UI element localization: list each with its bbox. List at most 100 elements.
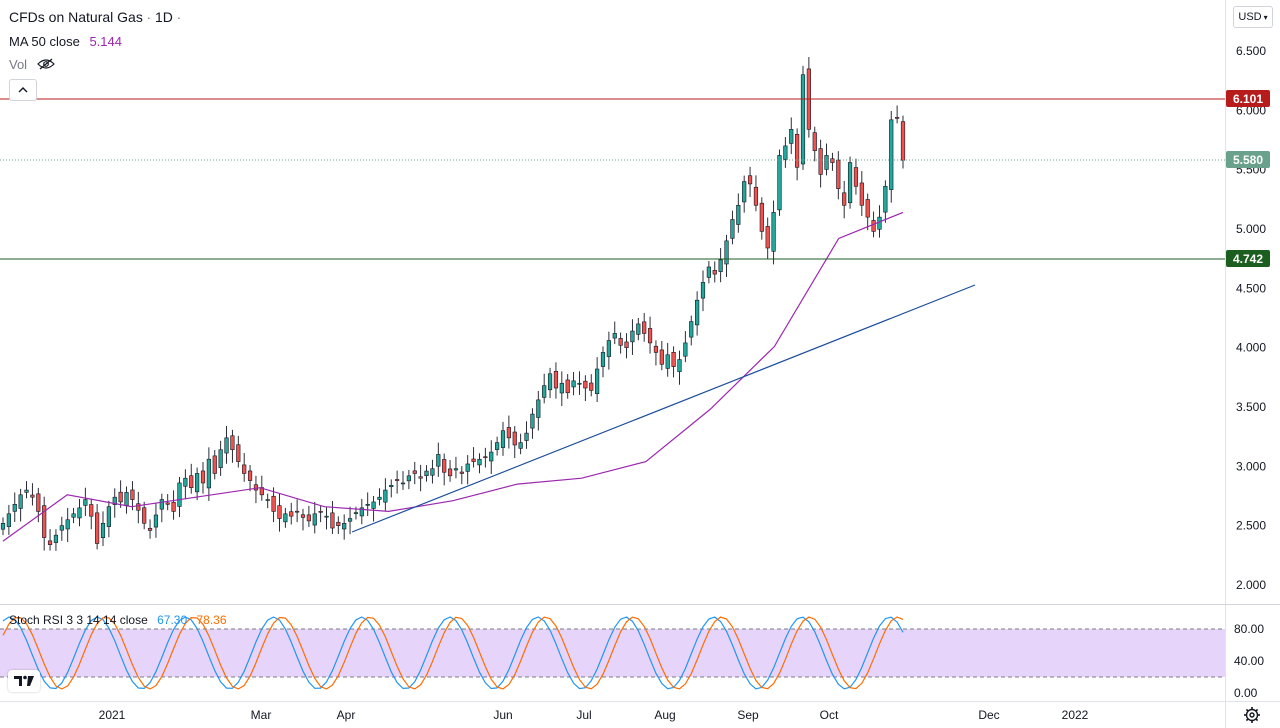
candle-up bbox=[153, 514, 159, 528]
currency-label: USD bbox=[1238, 11, 1262, 23]
vol-label: Vol bbox=[9, 57, 28, 72]
candle-up bbox=[6, 513, 11, 527]
candle-up bbox=[265, 499, 270, 501]
candle-down bbox=[583, 380, 588, 389]
candle-up bbox=[465, 463, 470, 472]
last-tag-text: 5.580 bbox=[1233, 153, 1263, 167]
candle-up bbox=[700, 282, 706, 299]
candle-up bbox=[365, 504, 370, 506]
candle-up bbox=[571, 380, 576, 388]
candle-up bbox=[477, 458, 482, 466]
stoch-axis[interactable]: 0.00 40.00 80.00 bbox=[1234, 622, 1264, 700]
candle-up bbox=[771, 212, 776, 252]
candle-down bbox=[712, 269, 717, 275]
interval-label: 1D bbox=[155, 9, 173, 25]
candle-down bbox=[36, 493, 41, 512]
symbol-title: CFDs on Natural Gas bbox=[9, 9, 143, 25]
candle-down bbox=[30, 494, 35, 498]
candle-up bbox=[453, 468, 459, 471]
candle-down bbox=[200, 470, 206, 484]
candle-up bbox=[824, 155, 829, 170]
candle-up bbox=[683, 342, 688, 357]
time-tick-label: Sep bbox=[737, 708, 759, 722]
candle-down bbox=[271, 495, 276, 512]
candle-up bbox=[59, 525, 64, 531]
time-axis[interactable]: 2021 Mar Apr Jun Jul Aug Sep Oct Dec 2022 bbox=[99, 708, 1089, 722]
candle-down bbox=[483, 456, 488, 459]
time-tick-label: Aug bbox=[654, 708, 675, 722]
candle-up bbox=[695, 299, 700, 326]
stoch-label: Stoch RSI 3 3 14 14 close bbox=[9, 613, 148, 627]
time-tick-label: Dec bbox=[978, 708, 999, 722]
candle-down bbox=[865, 199, 870, 218]
candle-down bbox=[647, 328, 653, 344]
symbol-legend[interactable]: CFDs on Natural Gas · 1D · bbox=[9, 9, 181, 25]
candle-down bbox=[147, 527, 153, 531]
candle-up bbox=[347, 518, 353, 522]
candle-up bbox=[883, 185, 888, 213]
candle-down bbox=[42, 505, 47, 538]
candle-down bbox=[418, 476, 423, 479]
candle-up bbox=[889, 119, 894, 190]
stoch-d-value: 78.36 bbox=[196, 613, 227, 627]
candle-down bbox=[242, 464, 247, 474]
ma-legend[interactable]: MA 50 close 5.144 bbox=[9, 34, 122, 49]
candle-up bbox=[424, 470, 429, 477]
candle-down bbox=[900, 121, 906, 161]
candle-up bbox=[18, 494, 23, 509]
stoch-legend[interactable]: Stoch RSI 3 3 14 14 close 67.30 78.36 bbox=[9, 613, 227, 627]
candle-down bbox=[812, 132, 817, 151]
candle-up bbox=[353, 512, 359, 514]
trendline[interactable] bbox=[351, 284, 976, 533]
candle-up bbox=[206, 458, 211, 489]
candle-down bbox=[212, 455, 217, 474]
candle-up bbox=[83, 499, 88, 506]
candle-down bbox=[765, 226, 770, 249]
candle-up bbox=[53, 534, 59, 543]
candle-down bbox=[459, 471, 464, 474]
candle-down bbox=[47, 540, 53, 545]
candle-down bbox=[871, 220, 876, 232]
candle-up bbox=[283, 513, 288, 523]
ma50-line bbox=[2, 211, 904, 542]
stoch-k-line bbox=[2, 616, 904, 690]
candle-up bbox=[742, 181, 747, 203]
chevron-down-icon: ▾ bbox=[1263, 12, 1268, 22]
candle-down bbox=[836, 159, 841, 189]
settings-gear-icon[interactable] bbox=[1244, 707, 1260, 723]
candle-down bbox=[230, 435, 235, 451]
currency-selector[interactable]: USD ▾ bbox=[1233, 6, 1273, 28]
candle-up bbox=[359, 507, 364, 517]
candle-up bbox=[371, 501, 376, 509]
collapse-legend-button[interactable] bbox=[9, 79, 37, 101]
price-axis[interactable]: 2.0002.5003.0003.5004.0004.5005.0005.500… bbox=[1236, 44, 1266, 592]
candle-up bbox=[195, 473, 200, 493]
candle-down bbox=[859, 182, 864, 206]
time-tick-label: Jun bbox=[493, 708, 512, 722]
candle-up bbox=[847, 162, 853, 204]
candle-down bbox=[759, 202, 764, 232]
candle-up bbox=[718, 259, 723, 272]
candle-down bbox=[165, 502, 170, 505]
hidden-eye-icon[interactable] bbox=[36, 58, 55, 73]
candle-up bbox=[495, 442, 500, 450]
candle-down bbox=[306, 514, 311, 522]
price-tick-label: 4.500 bbox=[1236, 281, 1266, 295]
candle-down bbox=[336, 521, 341, 526]
candle-down bbox=[618, 338, 623, 346]
candle-down bbox=[842, 192, 847, 206]
candle-down bbox=[653, 345, 659, 353]
candle-up bbox=[689, 321, 694, 338]
candle-down bbox=[289, 511, 294, 517]
vol-legend[interactable]: Vol bbox=[9, 57, 55, 73]
resistance-price-tag: 6.101 bbox=[1226, 90, 1270, 107]
price-tick-label: 6.500 bbox=[1236, 44, 1266, 58]
stoch-k-value: 67.30 bbox=[157, 613, 188, 627]
tradingview-logo-icon[interactable] bbox=[8, 670, 40, 692]
candle-down bbox=[253, 484, 259, 491]
candle-up bbox=[800, 74, 806, 165]
candle-up bbox=[665, 354, 670, 369]
candle-down bbox=[512, 431, 517, 446]
candle-down bbox=[624, 341, 629, 348]
